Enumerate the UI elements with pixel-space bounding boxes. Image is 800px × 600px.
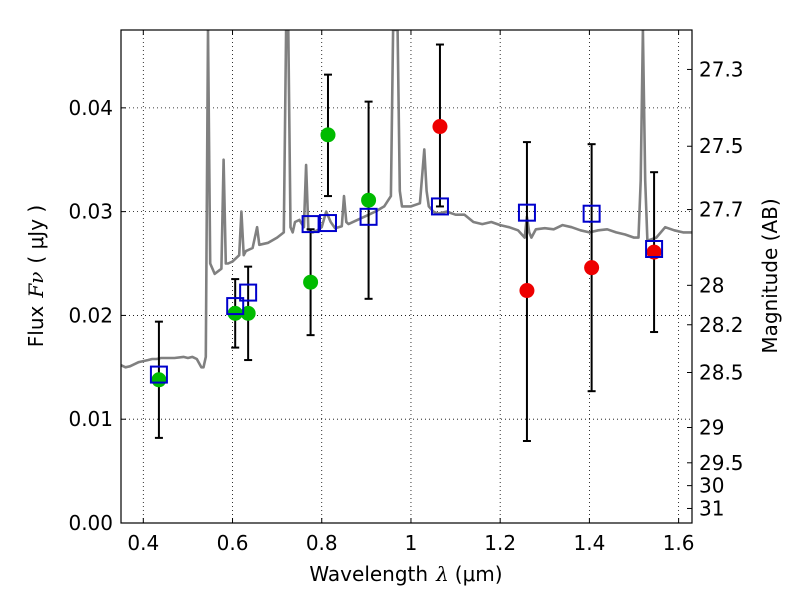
data-point-square: [430, 197, 449, 216]
right-tick-label: 29: [699, 416, 724, 440]
data-point-square: [582, 204, 601, 223]
y-tick-label: 0.04: [68, 96, 113, 120]
x-axis-title: Wavelength λ (μm): [309, 562, 502, 586]
right-tick-label: 31: [699, 496, 724, 520]
data-point-square: [517, 203, 536, 222]
y-axis-title: Flux Fν ( μJy ): [24, 205, 48, 347]
right-tick-label: 27.7: [699, 198, 744, 222]
y-axis-title-unit: ( μJy ): [24, 205, 48, 264]
data-point-circle: [151, 372, 167, 388]
data-point-circle: [646, 244, 662, 260]
data-point-circle: [519, 283, 535, 299]
data-point-circle: [361, 192, 377, 208]
data-markers: [149, 119, 664, 388]
y-tick-label: 0.00: [68, 511, 113, 535]
x-tick-label: 0.6: [217, 531, 249, 555]
right-tick-label: 27.3: [699, 57, 744, 81]
right-tick-label: 28.5: [699, 361, 744, 385]
plot-frame: [120, 29, 693, 524]
x-axis-title-pre: Wavelength: [309, 562, 428, 586]
x-tick-label: 0.8: [306, 531, 338, 555]
data-point-circle: [303, 274, 319, 290]
x-tick-label: 1.4: [573, 531, 605, 555]
x-axis-title-unit: (μm): [455, 562, 503, 586]
x-tick-label: 1.2: [484, 531, 516, 555]
data-point-circle: [584, 260, 600, 276]
right-axis-title: Magnitude (AB): [758, 198, 782, 353]
spectrum-line: [121, 30, 692, 369]
data-point-circle: [432, 119, 448, 135]
right-tick-label: 28.2: [699, 313, 744, 337]
data-point-square: [645, 239, 664, 258]
data-point-square: [226, 297, 245, 316]
error-bars: [154, 43, 659, 443]
x-axis-title-symbol: λ: [435, 562, 449, 586]
x-tick-label: 0.4: [127, 531, 159, 555]
data-point-circle: [320, 127, 336, 143]
y-axis-title-symbol: Fν: [24, 272, 48, 299]
data-point-circle: [240, 305, 256, 321]
data-point-square: [318, 214, 337, 233]
right-tick-label: 29.5: [699, 451, 744, 475]
x-tick-label: 1: [405, 531, 418, 555]
right-tick-label: 28: [699, 273, 724, 297]
y-tick-label: 0.01: [68, 407, 113, 431]
y-tick-label: 0.03: [68, 200, 113, 224]
y-axis-title-pre: Flux: [24, 305, 48, 347]
right-tick-label: 27.5: [699, 134, 744, 158]
data-point-square: [149, 365, 168, 384]
y-tick-label: 0.02: [68, 303, 113, 327]
spectrum-polyline: [121, 30, 692, 369]
data-point-square: [359, 207, 378, 226]
right-tick-label: 30: [699, 474, 724, 498]
data-point-square: [239, 283, 258, 302]
data-point-square: [301, 215, 320, 234]
x-tick-label: 1.6: [663, 531, 695, 555]
ticks: 0.4 0.6 0.8 1 1.2 1.4 1.6 0.00 0.01 0.02 0.03 0.04 2…: [68, 30, 744, 555]
